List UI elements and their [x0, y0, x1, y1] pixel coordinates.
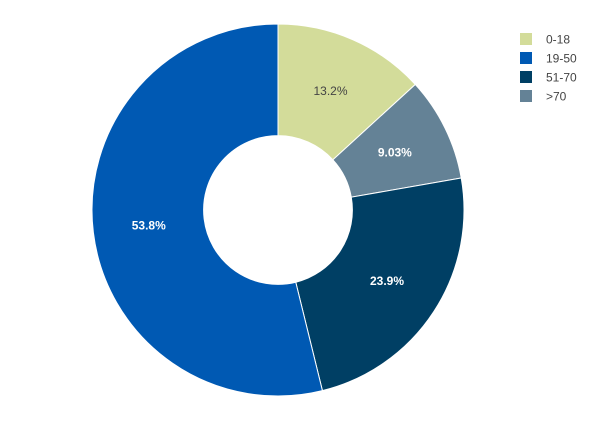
- legend-item[interactable]: 19-50: [520, 52, 577, 66]
- legend-swatch: [520, 90, 532, 102]
- legend-item[interactable]: 51-70: [520, 71, 577, 85]
- legend-label: >70: [546, 90, 567, 104]
- slice-label: 13.2%: [313, 84, 347, 98]
- legend-item[interactable]: 0-18: [520, 33, 570, 47]
- donut-slices: [91, 23, 465, 397]
- slice-labels: 13.2% 9.03% 23.9% 53.8%: [132, 84, 412, 288]
- legend: 0-18 19-50 51-70 >70: [520, 33, 577, 104]
- slice-label: 53.8%: [132, 219, 166, 233]
- slice-label: 9.03%: [378, 146, 412, 160]
- legend-swatch: [520, 52, 532, 64]
- legend-swatch: [520, 33, 532, 45]
- legend-swatch: [520, 71, 532, 83]
- legend-label: 19-50: [546, 52, 577, 66]
- slice-label: 23.9%: [370, 274, 404, 288]
- slice-0-18[interactable]: [277, 23, 416, 161]
- legend-item[interactable]: >70: [520, 90, 567, 104]
- legend-label: 0-18: [546, 33, 570, 47]
- legend-label: 51-70: [546, 71, 577, 85]
- slice-19-50[interactable]: [91, 23, 324, 397]
- slice-51-70[interactable]: [295, 177, 465, 392]
